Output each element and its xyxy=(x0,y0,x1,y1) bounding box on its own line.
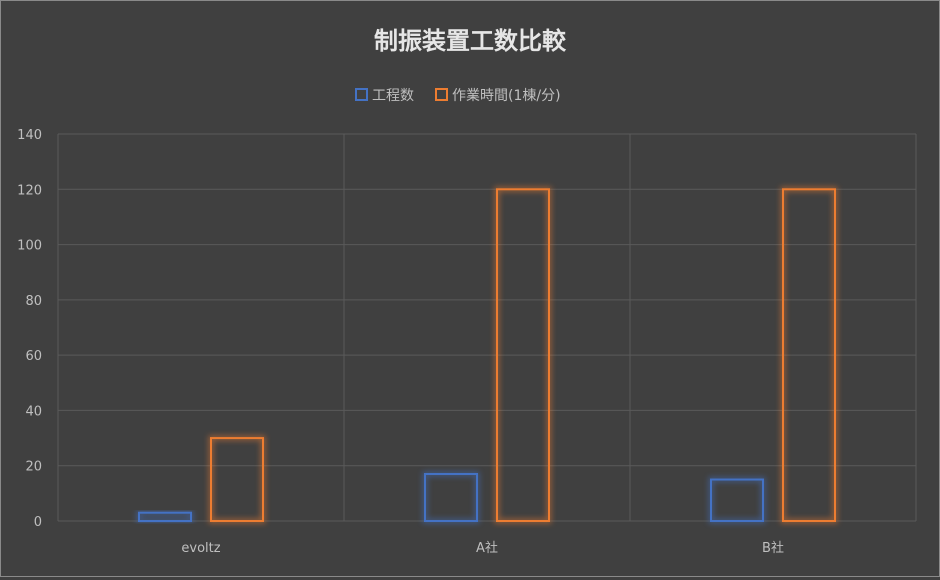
y-tick-label: 20 xyxy=(25,460,42,475)
bar-glow xyxy=(208,435,266,524)
y-tick-label: 120 xyxy=(17,183,42,198)
bar-glow xyxy=(136,510,194,524)
chart-title: 制振装置工数比較 xyxy=(374,27,567,55)
bar-glow xyxy=(708,477,766,524)
bars xyxy=(136,186,838,524)
bar-0-1 xyxy=(424,473,478,522)
x-tick-label: evoltz xyxy=(181,541,220,556)
legend: 工程数 作業時間(1棟/分) xyxy=(355,88,561,104)
bar-1-1 xyxy=(496,188,550,523)
legend-swatch xyxy=(435,88,448,101)
bar-0-2 xyxy=(710,478,764,522)
bar-1-0 xyxy=(210,437,264,523)
bar-0-0 xyxy=(138,511,192,523)
y-tick-label: 140 xyxy=(17,128,42,143)
bar-glow xyxy=(422,471,480,524)
x-tick-label: A社 xyxy=(476,540,498,556)
bar-1-2 xyxy=(782,188,836,523)
y-tick-label: 80 xyxy=(25,294,42,309)
x-tick-label: B社 xyxy=(762,540,784,556)
legend-swatch xyxy=(355,88,368,101)
y-tick-label: 60 xyxy=(25,349,42,364)
y-tick-label: 100 xyxy=(17,239,42,254)
y-tick-label: 0 xyxy=(34,515,42,530)
gridlines xyxy=(57,133,917,522)
y-tick-label: 40 xyxy=(25,404,42,419)
legend-label: 作業時間(1棟/分) xyxy=(452,88,561,104)
x-axis: evoltz A社 B社 xyxy=(181,540,784,556)
legend-label: 工程数 xyxy=(372,88,414,104)
y-axis: 0 20 40 60 80 100 120 140 xyxy=(17,128,42,530)
